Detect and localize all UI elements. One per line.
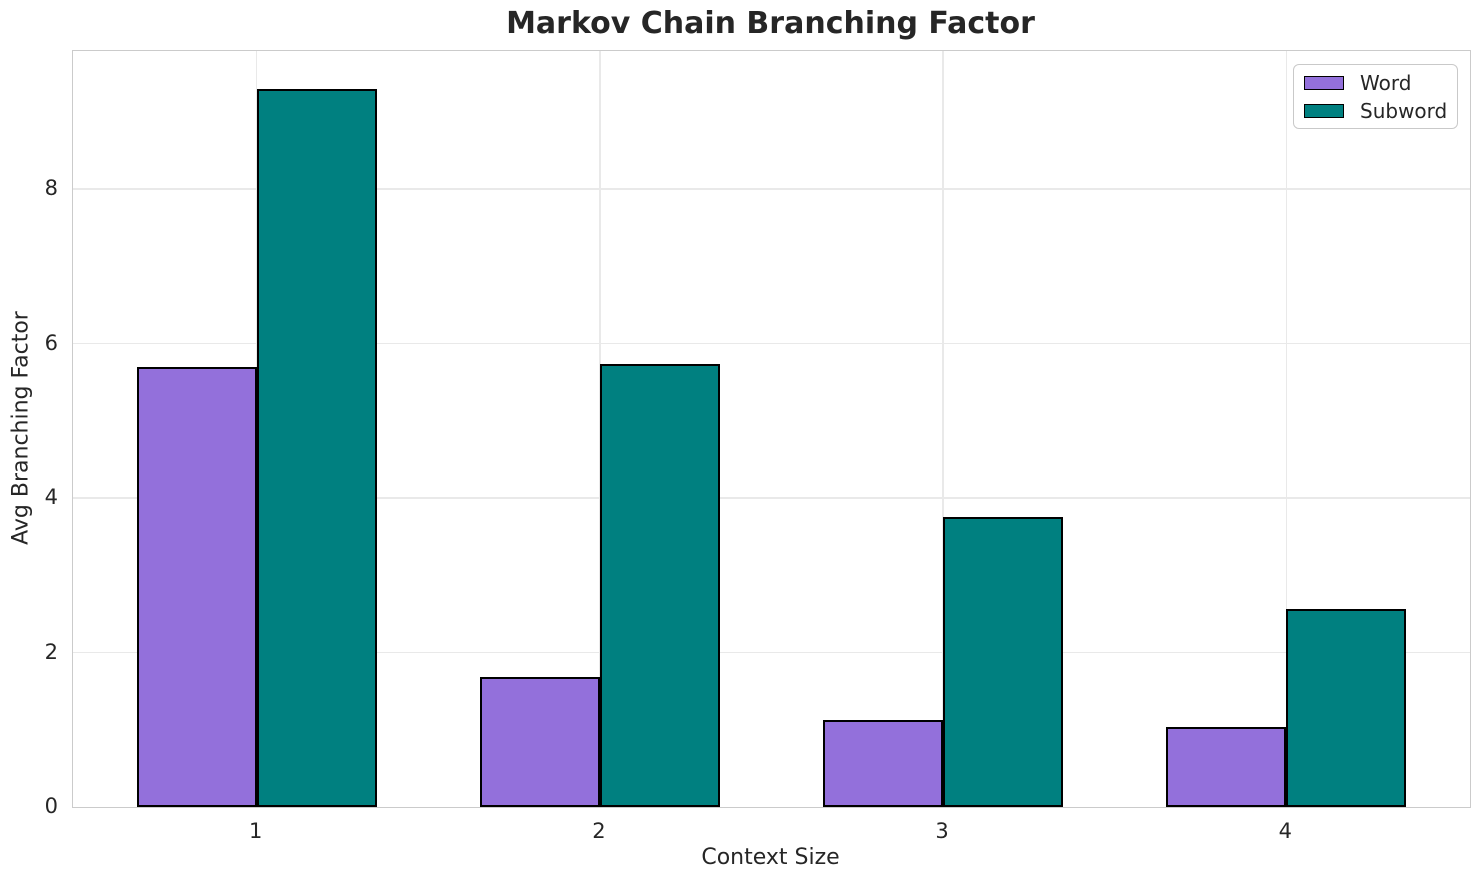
chart-title: Markov Chain Branching Factor: [506, 6, 1035, 41]
gridline-horizontal: [73, 342, 1470, 345]
y-tick-label-8: 8: [44, 176, 58, 201]
legend-swatch-word: [1304, 75, 1344, 90]
bar-word-context-3: [822, 719, 944, 807]
gridline-horizontal: [73, 651, 1470, 654]
x-tick-label-3: 3: [935, 819, 949, 843]
y-tick-label-2: 2: [44, 639, 58, 664]
y-tick-label-0: 0: [44, 794, 58, 818]
legend-item-word: Word: [1304, 73, 1457, 93]
gridline-horizontal: [73, 497, 1470, 499]
x-axis-label: Context Size: [701, 845, 840, 870]
legend-item-subword: Subword: [1304, 101, 1457, 121]
gridline-vertical: [942, 51, 944, 807]
gridline-vertical: [1285, 51, 1288, 807]
legend-swatch-subword: [1304, 103, 1344, 118]
bar-subword-context-1: [256, 88, 377, 807]
bar-word-context-1: [136, 366, 257, 807]
legend: Word Subword: [1293, 64, 1458, 129]
gridline-horizontal: [73, 188, 1470, 190]
x-tick-label-1: 1: [248, 819, 263, 843]
bar-word-context-2: [479, 676, 600, 807]
bar-word-context-4: [1166, 727, 1287, 807]
y-tick-label-4: 4: [44, 485, 58, 510]
x-tick-label-2: 2: [592, 819, 606, 843]
x-tick-label-4: 4: [1278, 819, 1293, 843]
legend-label-word: Word: [1360, 70, 1412, 95]
bar-subword-context-3: [943, 517, 1064, 807]
plot-area: [72, 50, 1471, 808]
bar-subword-context-4: [1286, 609, 1407, 807]
y-tick-label-6: 6: [44, 330, 58, 355]
bar-subword-context-2: [599, 363, 720, 807]
legend-label-subword: Subword: [1360, 98, 1448, 123]
